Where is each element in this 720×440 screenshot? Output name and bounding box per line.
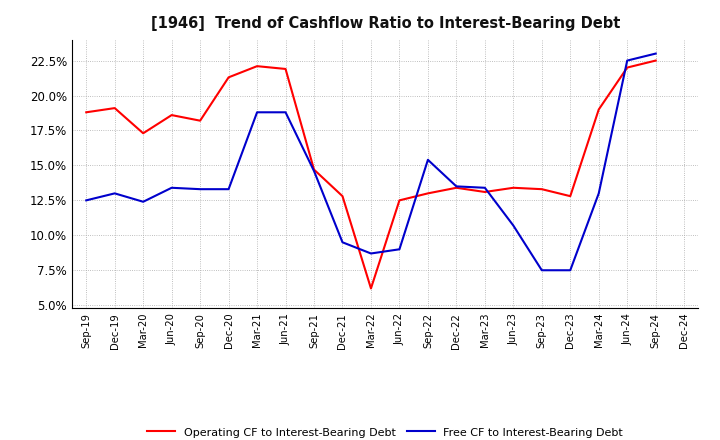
Free CF to Interest-Bearing Debt — [395, 247, 404, 252]
Free CF to Interest-Bearing Debt — [338, 240, 347, 245]
Free CF to Interest-Bearing Debt — [82, 198, 91, 203]
Operating CF to Interest-Bearing Debt — [480, 189, 489, 194]
Free CF to Interest-Bearing Debt — [225, 187, 233, 192]
Free CF to Interest-Bearing Debt — [167, 185, 176, 191]
Operating CF to Interest-Bearing Debt — [395, 198, 404, 203]
Legend: Operating CF to Interest-Bearing Debt, Free CF to Interest-Bearing Debt: Operating CF to Interest-Bearing Debt, F… — [143, 422, 628, 440]
Operating CF to Interest-Bearing Debt — [110, 106, 119, 111]
Free CF to Interest-Bearing Debt — [623, 58, 631, 63]
Free CF to Interest-Bearing Debt — [566, 268, 575, 273]
Operating CF to Interest-Bearing Debt — [253, 63, 261, 69]
Operating CF to Interest-Bearing Debt — [282, 66, 290, 72]
Operating CF to Interest-Bearing Debt — [225, 75, 233, 80]
Free CF to Interest-Bearing Debt — [310, 169, 318, 174]
Operating CF to Interest-Bearing Debt — [310, 167, 318, 172]
Free CF to Interest-Bearing Debt — [537, 268, 546, 273]
Free CF to Interest-Bearing Debt — [652, 51, 660, 56]
Operating CF to Interest-Bearing Debt — [566, 194, 575, 199]
Operating CF to Interest-Bearing Debt — [452, 185, 461, 191]
Operating CF to Interest-Bearing Debt — [167, 113, 176, 118]
Free CF to Interest-Bearing Debt — [423, 157, 432, 162]
Line: Free CF to Interest-Bearing Debt: Free CF to Interest-Bearing Debt — [86, 54, 656, 270]
Free CF to Interest-Bearing Debt — [452, 184, 461, 189]
Operating CF to Interest-Bearing Debt — [595, 107, 603, 112]
Free CF to Interest-Bearing Debt — [110, 191, 119, 196]
Operating CF to Interest-Bearing Debt — [652, 58, 660, 63]
Operating CF to Interest-Bearing Debt — [623, 65, 631, 70]
Title: [1946]  Trend of Cashflow Ratio to Interest-Bearing Debt: [1946] Trend of Cashflow Ratio to Intere… — [150, 16, 620, 32]
Free CF to Interest-Bearing Debt — [509, 223, 518, 228]
Operating CF to Interest-Bearing Debt — [537, 187, 546, 192]
Operating CF to Interest-Bearing Debt — [139, 131, 148, 136]
Operating CF to Interest-Bearing Debt — [423, 191, 432, 196]
Free CF to Interest-Bearing Debt — [139, 199, 148, 205]
Free CF to Interest-Bearing Debt — [480, 185, 489, 191]
Operating CF to Interest-Bearing Debt — [509, 185, 518, 191]
Operating CF to Interest-Bearing Debt — [366, 286, 375, 291]
Free CF to Interest-Bearing Debt — [196, 187, 204, 192]
Operating CF to Interest-Bearing Debt — [196, 118, 204, 123]
Free CF to Interest-Bearing Debt — [595, 191, 603, 196]
Free CF to Interest-Bearing Debt — [366, 251, 375, 256]
Line: Operating CF to Interest-Bearing Debt: Operating CF to Interest-Bearing Debt — [86, 61, 656, 289]
Operating CF to Interest-Bearing Debt — [338, 194, 347, 199]
Operating CF to Interest-Bearing Debt — [82, 110, 91, 115]
Free CF to Interest-Bearing Debt — [282, 110, 290, 115]
Free CF to Interest-Bearing Debt — [253, 110, 261, 115]
